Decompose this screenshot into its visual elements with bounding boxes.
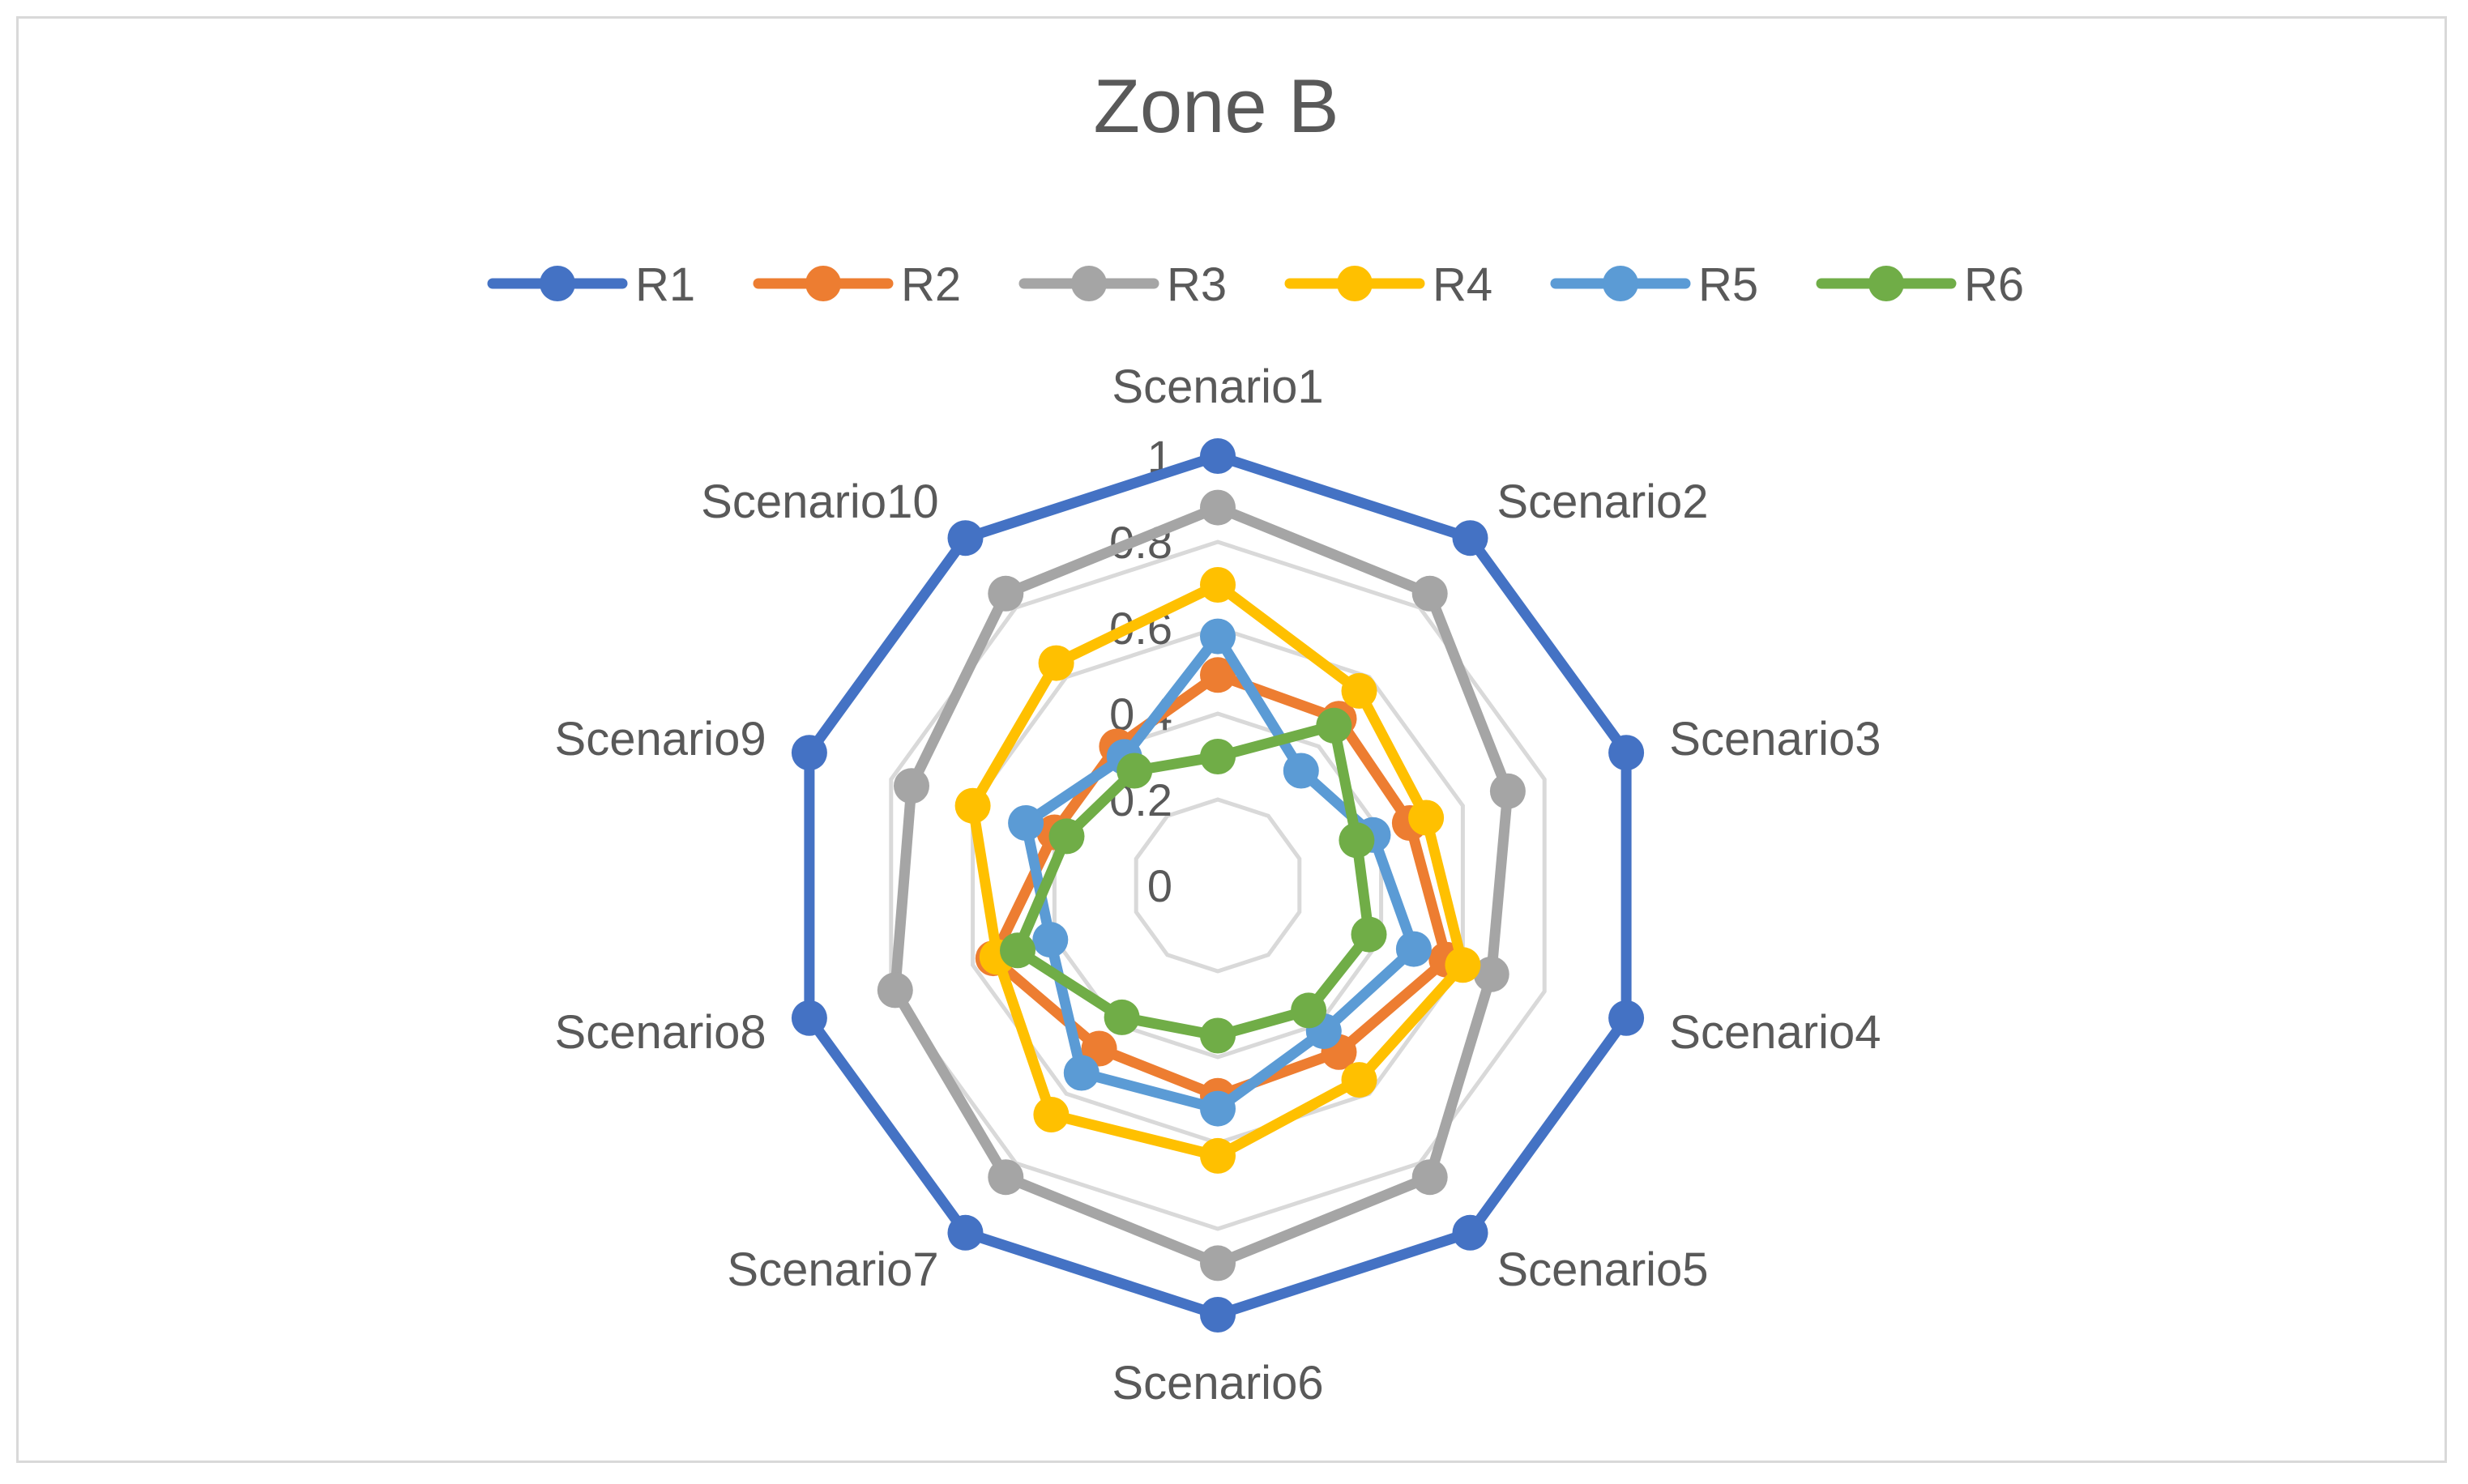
category-label-7: Scenario7 [727,1243,938,1296]
legend: R1 R2 R3 R4 R5 R6 [487,258,2024,311]
legend-item-R6[interactable]: R6 [1816,258,2024,311]
legend-label-R3: R3 [1167,258,1227,311]
data-point-R5-Scenario7 [1063,1055,1099,1091]
data-point-R6-Scenario8 [1000,932,1035,969]
data-point-R5-Scenario1 [1200,618,1236,655]
legend-marker-R4 [1337,266,1373,301]
data-point-R4-Scenario10 [1038,645,1074,681]
data-point-R1-Scenario2 [1452,520,1488,556]
data-point-R6-Scenario4 [1351,916,1387,953]
data-point-R6-Scenario3 [1339,822,1375,859]
category-label-10: Scenario10 [701,475,938,528]
data-point-R6-Scenario2 [1316,707,1352,744]
data-point-R4-Scenario9 [954,787,991,824]
data-point-R1-Scenario7 [947,1214,984,1251]
data-point-R4-Scenario4 [1445,947,1481,983]
grid-ring-1 [1134,797,1302,974]
data-point-R6-Scenario6 [1200,1017,1236,1054]
data-point-R5-Scenario9 [1008,805,1044,841]
legend-label-R6: R6 [1964,258,2024,311]
category-label-8: Scenario8 [555,1006,766,1059]
data-point-R3-Scenario3 [1489,773,1526,809]
grid-ring-4 [889,539,1547,1231]
data-point-R4-Scenario1 [1200,567,1236,603]
data-point-R6-Scenario9 [1048,818,1085,855]
category-label-1: Scenario1 [1112,360,1323,413]
data-point-R3-Scenario6 [1200,1245,1236,1281]
legend-item-R5[interactable]: R5 [1550,258,1758,311]
legend-label-R5: R5 [1698,258,1758,311]
category-label-9: Scenario9 [555,713,766,765]
data-point-R5-Scenario4 [1395,931,1432,967]
data-point-R5-Scenario8 [1032,922,1069,958]
category-label-3: Scenario3 [1669,713,1881,765]
series-R1 [791,438,1645,1333]
data-point-R6-Scenario1 [1200,739,1236,774]
data-point-R4-Scenario5 [1341,1062,1377,1098]
chart-title: Zone B [1093,63,1339,148]
data-point-R3-Scenario4 [1473,956,1509,992]
legend-marker-R5 [1603,266,1638,301]
data-point-R3-Scenario5 [1411,1159,1448,1196]
data-point-R4-Scenario7 [1033,1097,1070,1132]
data-point-R4-Scenario3 [1408,800,1445,836]
data-point-R3-Scenario9 [894,768,929,804]
legend-item-R3[interactable]: R3 [1018,258,1227,311]
category-label-5: Scenario5 [1497,1243,1708,1296]
legend-label-R2: R2 [901,258,961,311]
data-point-R6-Scenario10 [1117,753,1153,789]
legend-item-R4[interactable]: R4 [1284,258,1492,311]
category-label-6: Scenario6 [1112,1357,1323,1409]
data-point-R3-Scenario7 [988,1159,1024,1196]
legend-marker-R2 [805,266,841,301]
data-point-R1-Scenario1 [1200,438,1236,474]
data-point-R3-Scenario10 [988,575,1024,612]
series-R6 [1000,707,1387,1054]
legend-item-R2[interactable]: R2 [753,258,961,311]
category-labels: Scenario1 Scenario2 Scenario3 Scenario4 Scen… [555,360,1881,1409]
chart-area: Zone B 0 0.2 0.4 0.6 0.8 1 Scenario1 Scenario2… [16,16,2447,1463]
data-point-R1-Scenario3 [1608,735,1645,771]
legend-marker-R3 [1071,266,1107,301]
data-point-R1-Scenario5 [1452,1214,1488,1251]
radial-tick-label: 0 [1147,860,1172,911]
legend-label-R4: R4 [1433,258,1492,311]
data-point-R5-Scenario6 [1200,1090,1236,1127]
data-point-R1-Scenario4 [1608,1000,1645,1036]
legend-marker-R6 [1868,266,1904,301]
category-label-4: Scenario4 [1669,1006,1881,1059]
category-label-2: Scenario2 [1497,475,1708,528]
data-point-R6-Scenario7 [1104,999,1140,1035]
data-point-R2-Scenario1 [1200,657,1236,693]
data-point-R1-Scenario6 [1200,1297,1236,1333]
data-point-R3-Scenario2 [1411,575,1448,612]
data-point-R1-Scenario8 [791,1000,827,1036]
data-point-R6-Scenario5 [1291,992,1327,1029]
data-point-R1-Scenario9 [791,735,827,771]
series-group [791,438,1645,1333]
series-R5 [1008,618,1432,1127]
radial-tick-labels: 00.20.40.60.81 [1109,431,1172,911]
series-R3 [877,489,1526,1281]
legend-marker-R1 [540,266,575,301]
data-point-R1-Scenario10 [947,520,984,556]
data-point-R3-Scenario8 [877,972,913,1009]
data-point-R4-Scenario6 [1200,1137,1236,1174]
data-point-R5-Scenario2 [1283,753,1319,789]
radar-chart: Zone B 00.20.40.60.81 Scenario1 Scenario2… [487,63,2024,1409]
legend-label-R1: R1 [635,258,695,311]
data-point-R3-Scenario1 [1200,489,1236,526]
data-point-R4-Scenario2 [1341,672,1377,709]
series-R4 [954,567,1481,1174]
legend-item-R1[interactable]: R1 [487,258,695,311]
